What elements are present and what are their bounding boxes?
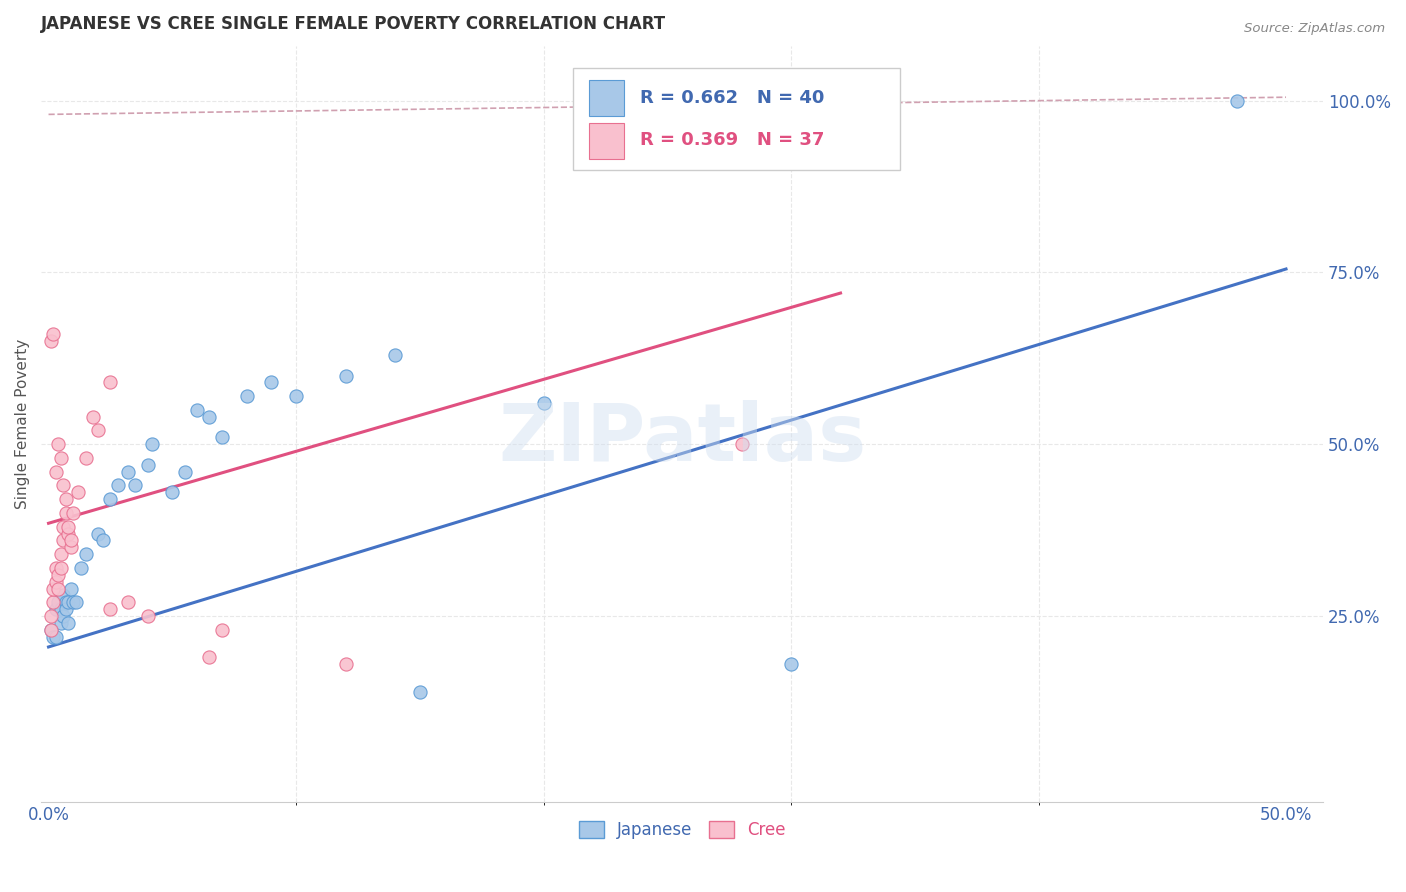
Point <box>67 485 90 500</box>
Point <box>42 582 65 596</box>
Point <box>62 506 84 520</box>
Point <box>136 609 159 624</box>
Point <box>49 561 72 575</box>
Point <box>62 595 84 609</box>
Text: ZIPatlas: ZIPatlas <box>498 400 866 478</box>
Point <box>52 609 75 624</box>
Point <box>42 327 65 342</box>
Point <box>42 630 65 644</box>
Point <box>75 547 97 561</box>
Point <box>49 547 72 561</box>
Point <box>335 368 357 383</box>
Point <box>384 348 406 362</box>
FancyBboxPatch shape <box>574 69 900 170</box>
Text: JAPANESE VS CREE SINGLE FEMALE POVERTY CORRELATION CHART: JAPANESE VS CREE SINGLE FEMALE POVERTY C… <box>41 15 666 33</box>
Point <box>58 595 80 609</box>
Point <box>59 533 82 548</box>
Point <box>39 334 62 348</box>
Point <box>48 582 70 596</box>
Point <box>100 376 122 390</box>
Point <box>58 526 80 541</box>
Point <box>100 492 122 507</box>
Point <box>55 506 77 520</box>
Bar <box>589 123 624 159</box>
Point <box>285 389 308 403</box>
Point <box>211 430 233 444</box>
Point <box>58 519 80 533</box>
Point <box>211 623 233 637</box>
Point <box>117 595 139 609</box>
Point <box>52 533 75 548</box>
Point <box>335 657 357 672</box>
Point <box>107 478 129 492</box>
Point <box>52 519 75 533</box>
Point <box>48 595 70 609</box>
Point <box>59 582 82 596</box>
Point <box>730 437 752 451</box>
Point <box>48 437 70 451</box>
Point <box>45 602 67 616</box>
Point <box>52 478 75 492</box>
Text: R = 0.662   N = 40: R = 0.662 N = 40 <box>640 89 824 107</box>
Point <box>49 450 72 465</box>
Point <box>91 533 114 548</box>
Bar <box>589 79 624 116</box>
Point <box>82 409 104 424</box>
Point <box>52 589 75 603</box>
Point <box>75 450 97 465</box>
Point <box>65 595 87 609</box>
Point <box>45 561 67 575</box>
Point <box>45 465 67 479</box>
Point <box>141 437 163 451</box>
Point <box>124 478 146 492</box>
Point <box>117 465 139 479</box>
Point <box>100 602 122 616</box>
Point <box>48 567 70 582</box>
Point <box>59 541 82 555</box>
Point <box>42 595 65 609</box>
Point <box>55 492 77 507</box>
Point <box>162 485 184 500</box>
Point <box>235 389 257 403</box>
Text: R = 0.369   N = 37: R = 0.369 N = 37 <box>640 131 824 149</box>
Point <box>260 376 283 390</box>
Legend: Japanese, Cree: Japanese, Cree <box>572 814 793 847</box>
Point <box>49 615 72 630</box>
Point <box>136 458 159 472</box>
Point <box>198 650 221 665</box>
Point <box>198 409 221 424</box>
Point <box>45 630 67 644</box>
Point <box>173 465 195 479</box>
Point <box>780 657 803 672</box>
Point <box>1225 94 1247 108</box>
Point <box>39 623 62 637</box>
Point <box>87 526 110 541</box>
Point <box>39 623 62 637</box>
Point <box>409 684 432 698</box>
Point <box>55 602 77 616</box>
Point <box>533 396 555 410</box>
Point <box>87 424 110 438</box>
Point <box>39 609 62 624</box>
Point <box>49 602 72 616</box>
Point <box>69 561 91 575</box>
Point <box>58 615 80 630</box>
Y-axis label: Single Female Poverty: Single Female Poverty <box>15 338 30 508</box>
Text: Source: ZipAtlas.com: Source: ZipAtlas.com <box>1244 22 1385 36</box>
Point <box>186 403 208 417</box>
Point <box>45 574 67 589</box>
Point <box>55 595 77 609</box>
